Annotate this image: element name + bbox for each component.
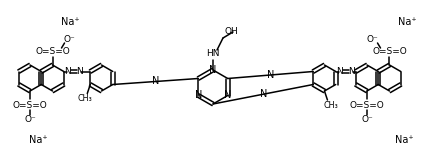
Text: CH₃: CH₃ xyxy=(78,94,93,103)
Text: Na⁺: Na⁺ xyxy=(398,17,417,27)
Text: Na⁺: Na⁺ xyxy=(61,17,79,27)
Text: O=S=O: O=S=O xyxy=(372,47,407,56)
Text: O⁻: O⁻ xyxy=(64,36,75,44)
Text: O⁻: O⁻ xyxy=(367,36,378,44)
Text: Na⁺: Na⁺ xyxy=(28,135,47,145)
Text: O=S=O: O=S=O xyxy=(35,47,70,56)
Text: N: N xyxy=(336,67,343,76)
Text: O⁻: O⁻ xyxy=(361,115,373,124)
Text: N: N xyxy=(267,70,274,80)
Text: Na⁺: Na⁺ xyxy=(395,135,414,145)
Text: N: N xyxy=(261,89,268,99)
Text: CH₃: CH₃ xyxy=(323,100,338,110)
Text: O=S=O: O=S=O xyxy=(350,100,384,110)
Text: N: N xyxy=(224,90,231,100)
Text: N: N xyxy=(348,67,355,76)
Text: N: N xyxy=(76,67,83,76)
Text: N: N xyxy=(65,67,71,76)
Text: OH: OH xyxy=(224,27,238,37)
Text: O=S=O: O=S=O xyxy=(13,100,47,110)
Text: N: N xyxy=(152,76,159,86)
Text: N: N xyxy=(209,65,217,75)
Text: O⁻: O⁻ xyxy=(24,115,36,124)
Text: HN: HN xyxy=(206,49,220,58)
Text: N: N xyxy=(195,90,202,100)
